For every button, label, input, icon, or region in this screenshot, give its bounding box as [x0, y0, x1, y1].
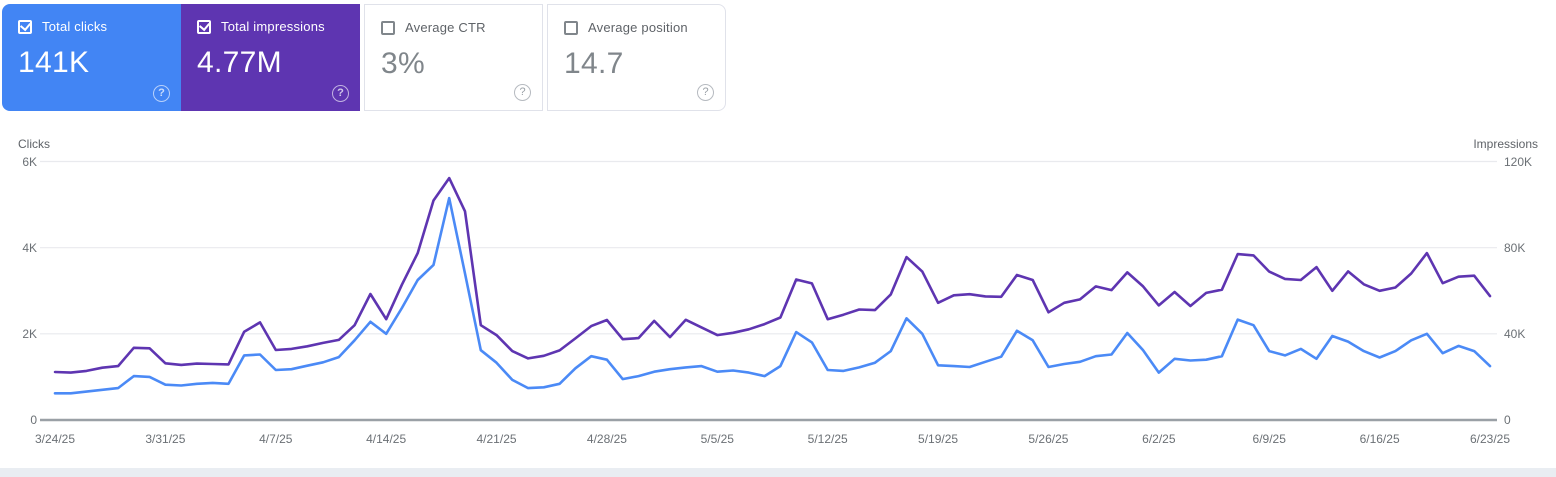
metric-card-total-impressions[interactable]: Total impressions 4.77M ? [181, 4, 360, 111]
help-icon[interactable]: ? [697, 84, 714, 101]
help-icon[interactable]: ? [153, 85, 170, 102]
average-position-checkbox[interactable] [564, 20, 578, 35]
y-tick-label: 4K [22, 240, 37, 255]
x-tick-label: 5/12/25 [807, 432, 848, 446]
left-axis-title: Clicks [18, 137, 50, 151]
x-tick-label: 6/23/25 [1469, 432, 1511, 446]
total-clicks-checkbox[interactable] [18, 19, 32, 34]
metric-card-average-ctr[interactable]: Average CTR 3% ? [364, 4, 543, 111]
right-axis-title: Impressions [1473, 137, 1538, 151]
x-tick-label: 4/28/25 [586, 432, 627, 446]
y-tick-label: 0 [30, 413, 37, 427]
y-tick-label: 0 [1504, 413, 1511, 427]
average-ctr-checkbox[interactable] [381, 20, 395, 35]
total-impressions-checkbox[interactable] [197, 19, 211, 34]
card-label: Average position [588, 20, 688, 35]
average-ctr-value: 3% [381, 47, 425, 80]
x-tick-label: 4/21/25 [476, 432, 517, 446]
x-tick-label: 6/9/25 [1252, 432, 1286, 446]
y-tick-label: 80K [1504, 240, 1526, 255]
x-tick-label: 5/26/25 [1028, 432, 1069, 446]
x-tick-label: 5/19/25 [918, 432, 959, 446]
clicks-line[interactable] [53, 196, 1492, 395]
y-tick-label: 2K [22, 326, 37, 341]
metric-cards-row: Total clicks 141K ? Total impressions 4.… [2, 4, 726, 111]
metric-card-total-clicks[interactable]: Total clicks 141K ? [2, 4, 181, 111]
y-tick-label: 6K [22, 154, 37, 169]
card-label: Average CTR [405, 20, 486, 35]
average-position-value: 14.7 [564, 47, 624, 80]
metric-card-average-position[interactable]: Average position 14.7 ? [547, 4, 726, 111]
help-icon[interactable]: ? [332, 85, 349, 102]
y-tick-label: 40K [1504, 326, 1526, 341]
y-tick-label: 120K [1504, 154, 1533, 169]
x-tick-label: 6/2/25 [1142, 432, 1176, 446]
x-tick-label: 4/7/25 [259, 432, 293, 446]
total-clicks-value: 141K [18, 46, 90, 79]
x-tick-label: 6/16/25 [1359, 432, 1400, 446]
x-tick-label: 5/5/25 [700, 432, 734, 446]
card-label: Total clicks [42, 19, 108, 34]
help-icon[interactable]: ? [514, 84, 531, 101]
x-tick-label: 3/31/25 [145, 432, 186, 446]
bottom-divider [0, 468, 1556, 477]
card-label: Total impressions [221, 19, 325, 34]
impressions-line[interactable] [53, 176, 1492, 374]
total-impressions-value: 4.77M [197, 46, 282, 79]
x-tick-label: 3/24/25 [34, 432, 76, 446]
x-tick-label: 4/14/25 [366, 432, 407, 446]
